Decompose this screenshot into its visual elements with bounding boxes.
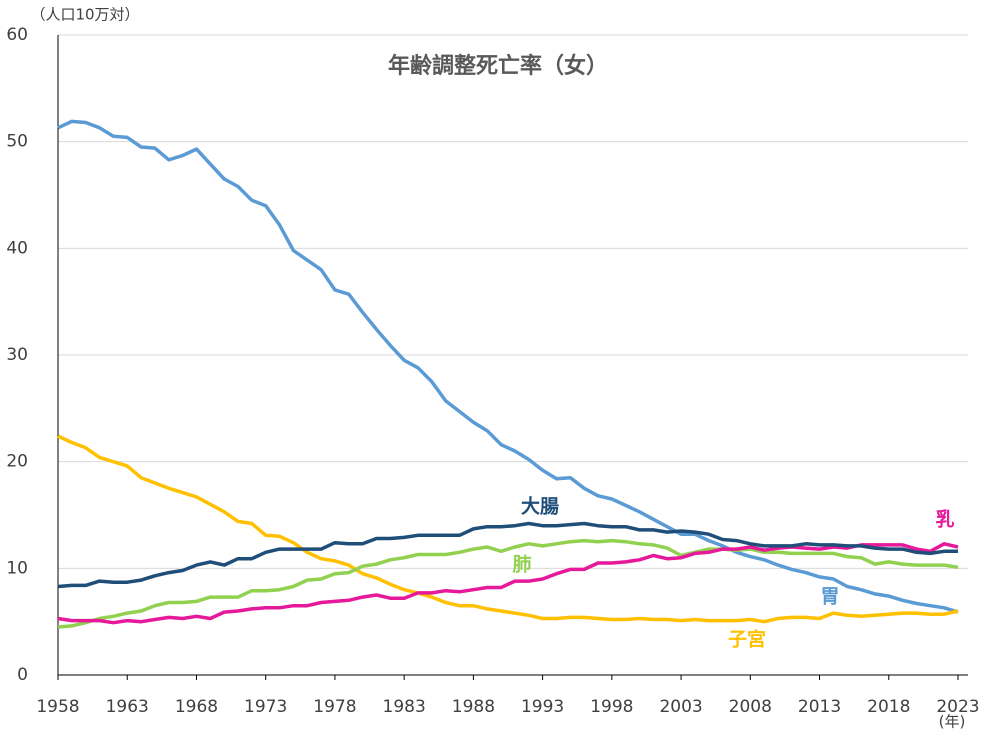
y-tick-label: 20 xyxy=(6,452,28,472)
series-label: 肺 xyxy=(512,554,531,576)
x-tick-label: 1968 xyxy=(175,697,218,717)
y-tick-label: 0 xyxy=(17,665,28,685)
y-tick-label: 40 xyxy=(6,238,28,258)
series-label: 胃 xyxy=(820,586,839,608)
x-tick-label: 2018 xyxy=(867,697,910,717)
x-tick-label: 2003 xyxy=(659,697,702,717)
y-axis-label: （人口10万対） xyxy=(30,6,139,24)
x-tick-label: 1983 xyxy=(383,697,426,717)
x-tick-label: 1993 xyxy=(521,697,564,717)
series-label: 大腸 xyxy=(521,495,559,518)
x-tick-label: 1988 xyxy=(452,697,495,717)
series-line xyxy=(57,538,959,629)
x-tick-label: 2008 xyxy=(729,697,772,717)
chart-title: 年齢調整死亡率（女） xyxy=(388,53,608,79)
x-tick-label: 1978 xyxy=(313,697,356,717)
series-label: 乳 xyxy=(935,508,954,531)
series-line xyxy=(57,434,959,624)
x-tick-label: 1963 xyxy=(106,697,149,717)
x-tick-label: 2013 xyxy=(798,697,841,717)
y-tick-label: 10 xyxy=(6,558,28,578)
series-label: 子宮 xyxy=(728,628,766,651)
y-tick-label: 30 xyxy=(6,345,28,365)
y-tick-label: 50 xyxy=(6,132,28,152)
y-tick-label: 60 xyxy=(6,25,28,45)
x-tick-label: 1973 xyxy=(244,697,287,717)
x-tick-label: 1958 xyxy=(36,697,79,717)
x-tick-label: 2023 xyxy=(936,697,979,717)
x-axis-label: (年) xyxy=(939,713,966,731)
series-line xyxy=(57,119,959,614)
series-line xyxy=(57,542,959,625)
series-line xyxy=(57,521,958,589)
x-tick-label: 1998 xyxy=(590,697,633,717)
